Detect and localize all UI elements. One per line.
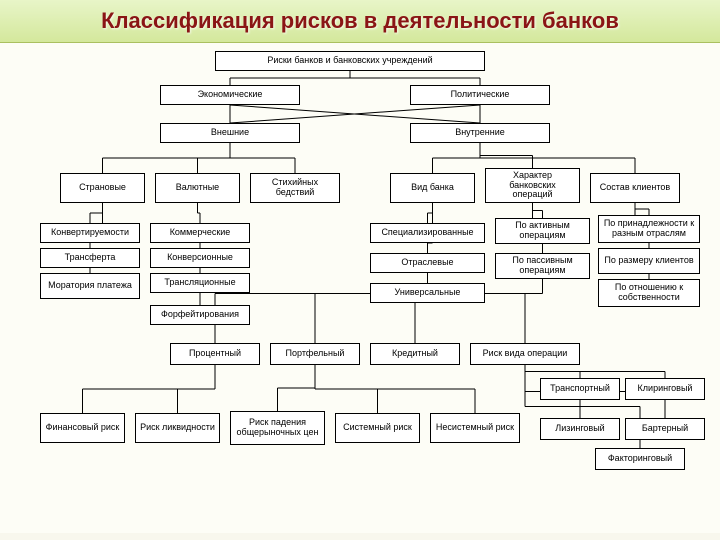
node-transp: Транспортный [540,378,620,400]
node-portf: Портфельный [270,343,360,365]
node-popas: По пассивным операциям [495,253,590,279]
node-klir: Клиринговый [625,378,705,400]
node-lizin: Лизинговый [540,418,620,440]
node-konvs: Конверсионные [150,248,250,268]
node-poprin: По принадлежности к разным отраслям [598,215,700,243]
node-nesis: Несистемный риск [430,413,520,443]
node-trans: Трансферта [40,248,140,268]
node-obsh: Риск падения общерыночных цен [230,411,325,445]
node-forf: Форфейтирования [150,305,250,325]
node-porazm: По размеру клиентов [598,248,700,274]
node-fin: Финансовый риск [40,413,125,443]
node-sost: Состав клиентов [590,173,680,203]
node-morat: Моратория платежа [40,273,140,299]
node-konv: Конвертируемости [40,223,140,243]
node-univ: Универсальные [370,283,485,303]
node-bart: Бартерный [625,418,705,440]
node-sist: Системный риск [335,413,420,443]
risk-tree-diagram: Риски банков и банковских учреждений Экон… [0,43,720,533]
node-int: Внутренние [410,123,550,143]
node-otras: Отраслевые [370,253,485,273]
node-polit: Политические [410,85,550,105]
node-stran: Страновые [60,173,145,203]
node-likv: Риск ликвидности [135,413,220,443]
node-riskv: Риск вида операции [470,343,580,365]
node-transl: Трансляционные [150,273,250,293]
node-kred: Кредитный [370,343,460,365]
node-poakt: По активным операциям [495,218,590,244]
node-valut: Валютные [155,173,240,203]
node-stih: Стихийных бедствий [250,173,340,203]
node-komm: Коммерческие [150,223,250,243]
node-spec: Специализированные [370,223,485,243]
node-proc: Процентный [170,343,260,365]
node-econ: Экономические [160,85,300,105]
slide-title: Классификация рисков в деятельности банк… [16,8,704,34]
node-ext: Внешние [160,123,300,143]
header-bar: Классификация рисков в деятельности банк… [0,0,720,43]
node-vidb: Вид банка [390,173,475,203]
node-harak: Характер банковских операций [485,168,580,203]
node-fakt: Факторинговый [595,448,685,470]
node-root: Риски банков и банковских учреждений [215,51,485,71]
node-pootn: По отношению к собственности [598,279,700,307]
